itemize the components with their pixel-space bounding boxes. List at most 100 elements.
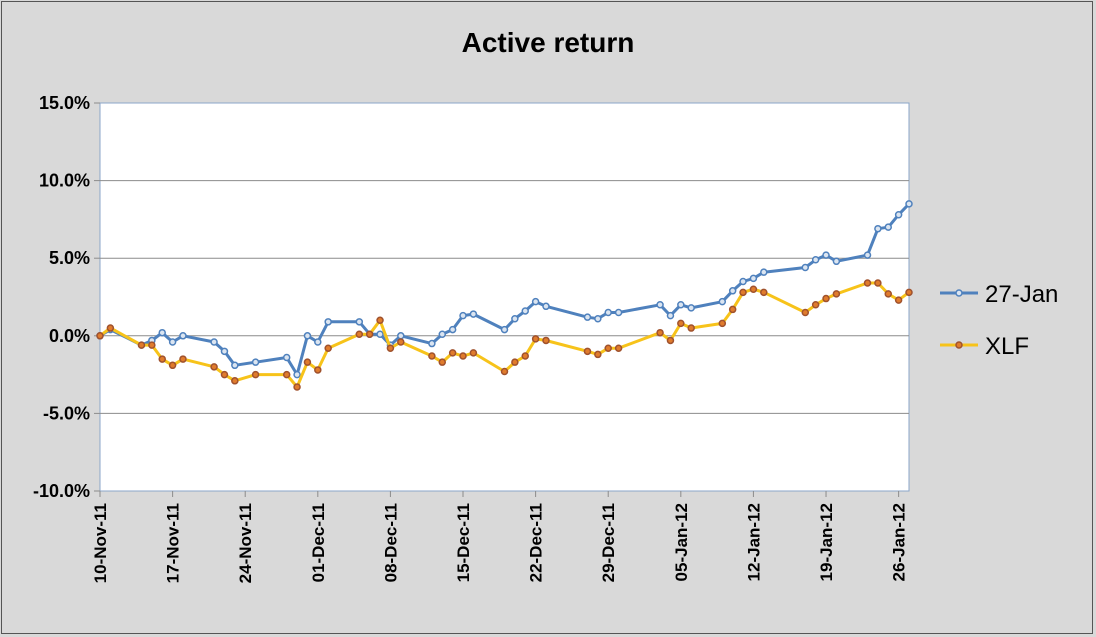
data-point (614, 308, 623, 317)
data-point (832, 257, 841, 266)
x-tick-label: 01-Dec-11 (309, 503, 328, 582)
data-point (760, 288, 768, 297)
x-tick-label: 15-Dec-11 (454, 503, 473, 582)
data-point (469, 349, 478, 357)
data-point (905, 288, 913, 297)
data-point (428, 352, 436, 360)
data-point (397, 338, 405, 346)
data-point (863, 279, 872, 287)
data-point (293, 383, 301, 391)
data-point (220, 370, 229, 379)
data-point (438, 330, 447, 338)
data-point (386, 344, 395, 352)
data-point (728, 305, 737, 314)
data-point (96, 332, 104, 340)
data-point (656, 301, 664, 309)
data-point (137, 341, 146, 349)
data-point (428, 339, 436, 348)
data-point (210, 363, 218, 371)
gridlines (100, 180, 909, 414)
data-point (583, 347, 592, 356)
series-0 (96, 200, 913, 379)
data-point (656, 328, 664, 337)
data-point (376, 316, 384, 325)
data-point (739, 288, 747, 297)
y-tick-label: -5.0% (43, 403, 90, 423)
data-point (811, 256, 820, 264)
data-point (158, 355, 166, 363)
data-point (179, 332, 187, 340)
series-1 (96, 279, 913, 391)
x-tick-label: 22-Dec-11 (527, 503, 546, 582)
x-tick-label: 12-Jan-12 (744, 503, 763, 581)
data-point (677, 319, 685, 328)
x-tick-label: 05-Jan-12 (672, 503, 691, 581)
data-point (324, 344, 332, 352)
data-point (293, 370, 301, 379)
x-tick-label: 24-Nov-11 (236, 503, 255, 583)
data-point (231, 377, 239, 385)
data-point (397, 332, 405, 340)
data-point (324, 318, 332, 326)
legend-marker (955, 341, 963, 349)
chart-title: Active return (462, 27, 635, 58)
data-point (874, 224, 882, 233)
data-point (469, 310, 478, 318)
data-point (531, 297, 540, 306)
data-point (448, 325, 457, 334)
data-point (314, 338, 322, 346)
data-point (687, 324, 695, 332)
data-point (148, 341, 156, 349)
data-point (604, 344, 612, 352)
data-point (459, 311, 467, 320)
y-tick-label: 5.0% (49, 248, 90, 268)
data-point (251, 370, 260, 379)
x-axis: 10-Nov-11 17-Nov-11 24-Nov-11 01-Dec-11 08-D… (91, 491, 909, 583)
data-point (282, 370, 291, 379)
data-point (231, 361, 239, 370)
data-point (801, 308, 810, 317)
x-tick-label: 26-Jan-12 (890, 503, 909, 581)
data-point (106, 324, 115, 332)
data-point (438, 358, 447, 366)
data-point (614, 344, 623, 352)
legend: 27-Jan XLF (940, 281, 1058, 360)
data-point (511, 358, 519, 366)
data-point (459, 352, 467, 360)
data-point (355, 318, 364, 326)
data-point (728, 287, 737, 295)
y-tick-label: 15.0% (39, 93, 90, 113)
data-point (739, 277, 747, 286)
data-point (314, 366, 322, 374)
data-point (822, 294, 830, 303)
data-point (874, 279, 882, 287)
x-tick-label: 17-Nov-11 (164, 503, 183, 583)
data-point (884, 223, 893, 231)
data-point (718, 319, 727, 328)
data-point (210, 338, 218, 346)
data-point (158, 328, 166, 337)
data-point (303, 332, 312, 340)
data-point (521, 307, 529, 315)
data-point (894, 296, 903, 304)
data-point (801, 263, 810, 272)
data-point (365, 330, 374, 338)
plot-area (99, 102, 910, 492)
y-axis: -10.0% -5.0% 0.0% 5.0% 10.0% 15.0% (33, 93, 100, 501)
data-point (760, 268, 768, 276)
data-point (355, 330, 364, 338)
data-point (666, 336, 675, 345)
data-point (542, 302, 550, 311)
data-point (832, 290, 841, 298)
data-point (251, 358, 260, 366)
data-point (811, 301, 820, 309)
x-tick-label: 08-Dec-11 (381, 503, 400, 582)
data-point (894, 210, 903, 219)
x-tick-label: 19-Jan-12 (817, 503, 836, 581)
data-point (749, 274, 758, 283)
data-point (220, 347, 229, 356)
legend-marker (955, 289, 963, 297)
data-point (448, 349, 457, 357)
data-point (542, 336, 550, 345)
